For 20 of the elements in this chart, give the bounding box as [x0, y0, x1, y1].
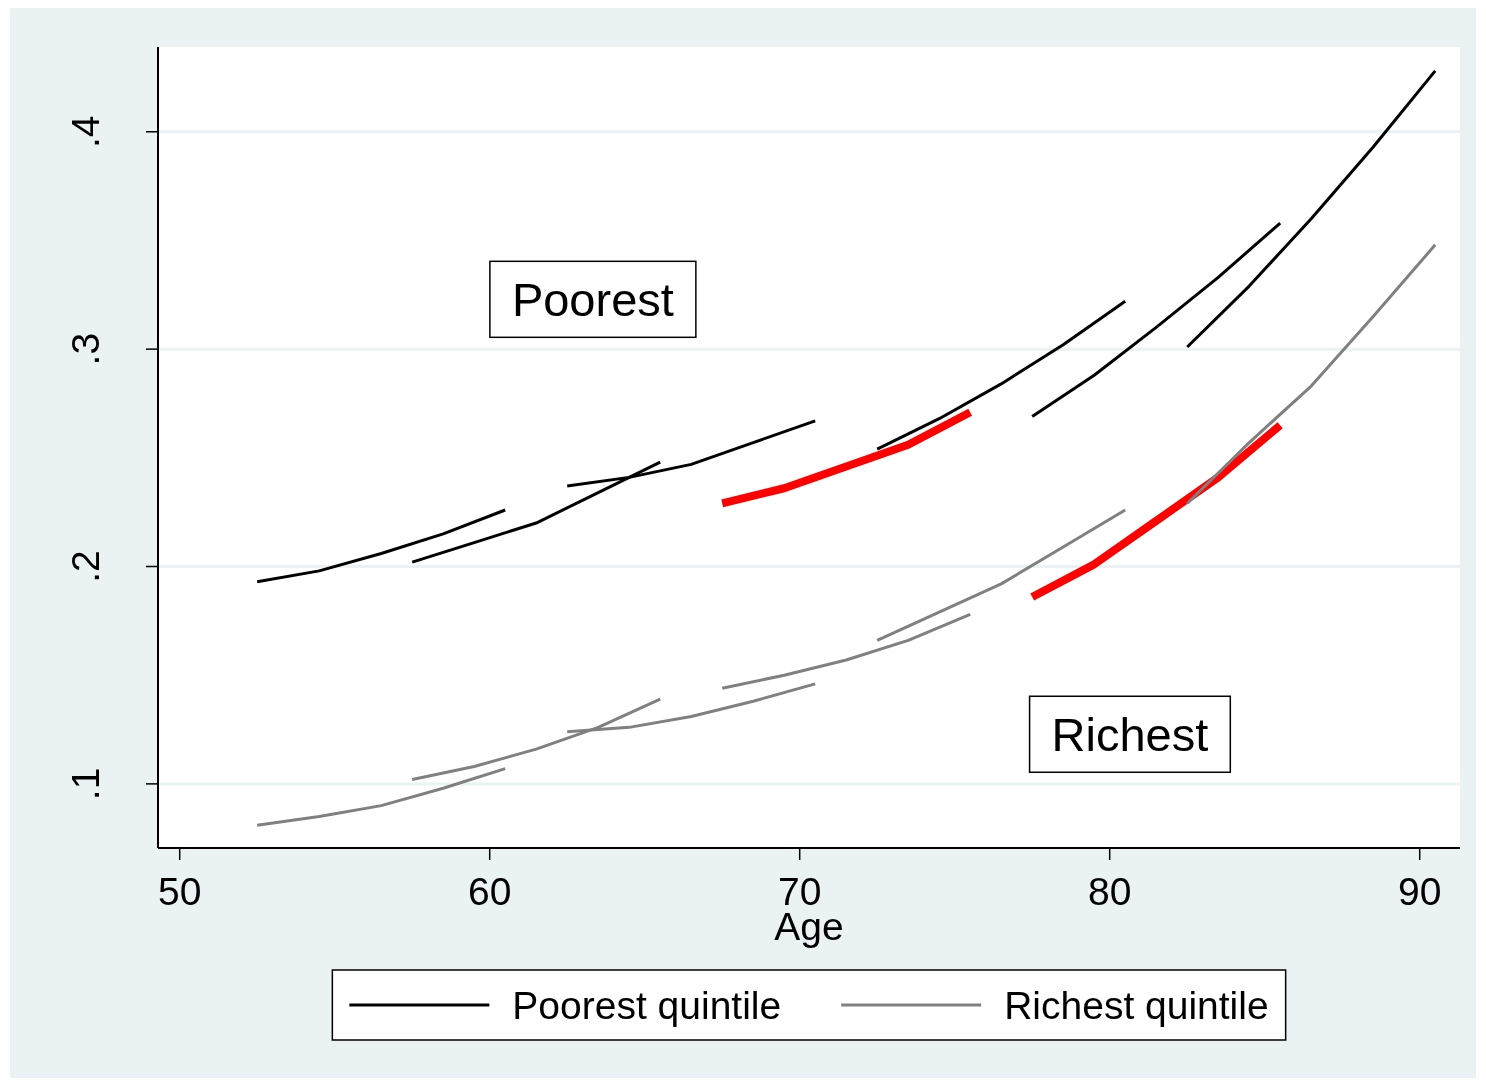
line-series [875, 508, 1127, 642]
y-tick-label: .3 [63, 332, 107, 366]
y-tick-label: .4 [63, 115, 107, 149]
line-series [1185, 243, 1437, 505]
line-series [255, 767, 507, 827]
y-tick-label: .2 [63, 550, 107, 583]
line-series [1030, 221, 1282, 419]
x-tick-label: 90 [1398, 870, 1442, 913]
x-tick-label: 80 [1088, 870, 1132, 913]
y-tick-label: .1 [63, 767, 107, 801]
annotation: Poorest [511, 273, 674, 327]
legend-label: Poorest quintile [512, 984, 782, 1027]
x-tick-label: 60 [468, 870, 512, 913]
annotation: Richest [1051, 708, 1209, 762]
line-series [255, 508, 507, 584]
legend-label: Richest quintile [1004, 984, 1269, 1027]
x-tick-label: 50 [158, 870, 202, 913]
line-series [875, 299, 1127, 451]
line-series [720, 612, 972, 690]
line-series [1185, 69, 1437, 349]
